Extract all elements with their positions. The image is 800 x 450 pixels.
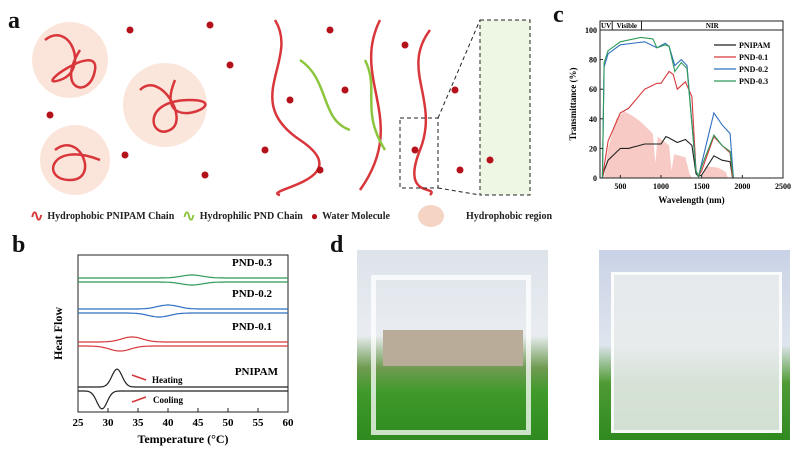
- x-tick-label: 25: [73, 417, 85, 429]
- film-opaque: [611, 272, 782, 433]
- band-label: NIR: [706, 22, 720, 30]
- cooling-annotation: Cooling: [153, 395, 184, 405]
- cooling-curve-pnd-0.1: [78, 345, 288, 352]
- band-label: Visible: [617, 22, 637, 30]
- legend-entry: PND-0.1: [739, 53, 768, 62]
- heating-curve-pnd-0.3: [78, 274, 288, 279]
- series-label: PND-0.2: [232, 288, 273, 300]
- x-tick-label: 2000: [734, 182, 750, 191]
- green-red-chain-icon: ∿: [182, 208, 196, 225]
- solar-spectrum-area: [604, 111, 728, 178]
- x-tick-label: 50: [223, 417, 235, 429]
- y-tick-label: 0: [593, 174, 597, 183]
- y-tick-label: 60: [589, 85, 597, 94]
- schematic-illustration: [32, 19, 531, 197]
- photo-opaque-film: [599, 250, 790, 440]
- x-tick-label: 500: [614, 182, 626, 191]
- x-tick-label: 45: [193, 417, 205, 429]
- heating-curve-pnd-0.2: [78, 304, 288, 310]
- x-tick-label: 40: [163, 417, 175, 429]
- series-label: PND-0.3: [232, 257, 273, 269]
- red-chain-icon: ∿: [30, 208, 44, 225]
- panel-label-d: d: [330, 232, 344, 258]
- cooling-curve-pnipam: [78, 390, 288, 410]
- schematic-legend: ∿ Hydrophobic PNIPAM Chain ∿ Hydrophilic…: [30, 205, 552, 227]
- x-tick-label: 55: [253, 417, 265, 429]
- legend-region: Hydrophobic region: [465, 210, 553, 222]
- heating-arrow: [131, 374, 147, 381]
- film-frame: [371, 275, 531, 435]
- panel-label-b: b: [12, 232, 26, 258]
- legend-entry: PND-0.3: [739, 77, 768, 86]
- x-tick-label: 1000: [653, 182, 669, 191]
- legend-hydrophilic-chain: Hydrophilic PND Chain: [199, 210, 303, 222]
- photo-transparent-film: [357, 250, 548, 440]
- x-tick-label: 35: [133, 417, 145, 429]
- x-tick-label: 60: [283, 417, 295, 429]
- heating-curve-pnipam: [78, 368, 288, 388]
- legend-water: Water Molecule: [322, 210, 390, 222]
- cooling-curve-pnd-0.2: [78, 312, 288, 318]
- legend-hydrophobic-chain: Hydrophobic PNIPAM Chain: [47, 210, 175, 222]
- x-axis-label: Wavelength (nm): [658, 195, 724, 205]
- series-label: PND-0.1: [232, 321, 272, 333]
- y-axis-label: Transmittance (%): [568, 67, 578, 140]
- legend-entry: PNIPAM: [739, 41, 771, 50]
- water-molecule-icon: ●: [310, 208, 319, 223]
- panel-label-c: c: [553, 2, 564, 28]
- x-axis-label: Temperature (°C): [137, 432, 228, 446]
- plot-frame: [599, 20, 784, 179]
- band-label: UV: [601, 22, 611, 30]
- y-tick-label: 40: [589, 115, 597, 124]
- series-label: PNIPAM: [235, 366, 279, 378]
- x-tick-label: 30: [103, 417, 115, 429]
- heating-annotation: Heating: [152, 375, 183, 385]
- heating-curve-pnd-0.1: [78, 336, 288, 343]
- cooling-curve-pnd-0.3: [78, 281, 288, 286]
- series-line-pnd-0.3: [601, 36, 783, 179]
- legend-entry: PND-0.2: [739, 65, 768, 74]
- plot-frame: [77, 254, 289, 413]
- x-tick-label: 2500: [775, 182, 791, 191]
- cooling-arrow: [131, 396, 147, 403]
- panel-label-a: a: [8, 8, 20, 34]
- hydrophobic-region-icon: [417, 205, 444, 227]
- y-tick-label: 100: [585, 26, 597, 35]
- series-line-pnipam: [601, 135, 783, 179]
- gate-building: [383, 330, 523, 366]
- y-tick-label: 20: [589, 144, 597, 153]
- series-line-pnd-0.2: [601, 41, 783, 179]
- y-axis-label: Heat Flow: [51, 307, 65, 360]
- x-tick-label: 1500: [694, 182, 710, 191]
- y-tick-label: 80: [589, 56, 597, 65]
